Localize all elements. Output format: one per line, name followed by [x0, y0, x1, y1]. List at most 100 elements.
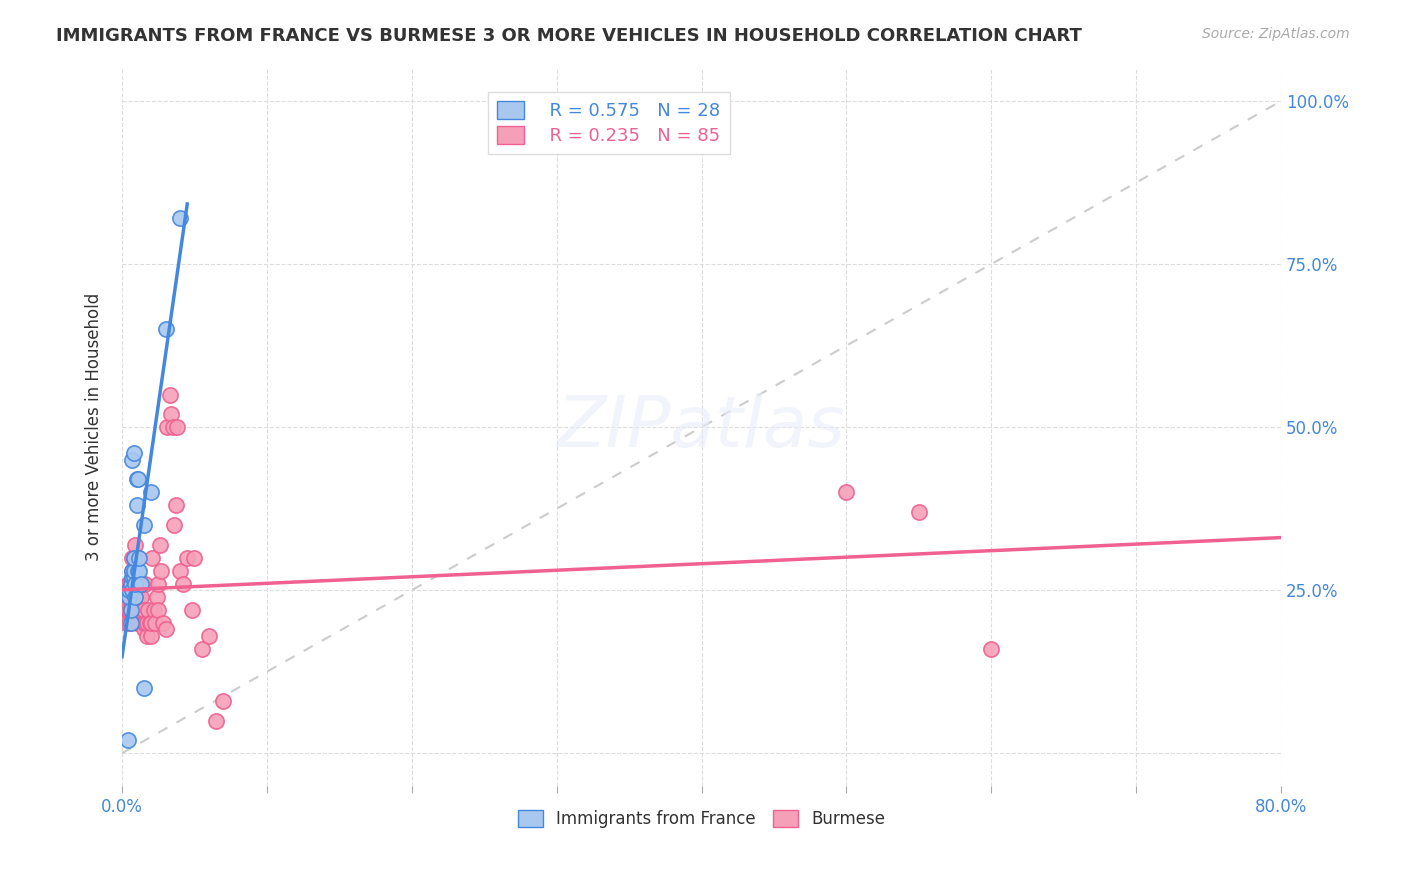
Point	[127, 472, 149, 486]
Point	[146, 590, 169, 604]
Point	[118, 583, 141, 598]
Point	[124, 576, 146, 591]
Point	[128, 564, 150, 578]
Point	[125, 472, 148, 486]
Point	[128, 615, 150, 630]
Point	[117, 576, 139, 591]
Point	[198, 629, 221, 643]
Point	[159, 387, 181, 401]
Y-axis label: 3 or more Vehicles in Household: 3 or more Vehicles in Household	[86, 293, 103, 561]
Point	[128, 550, 150, 565]
Point	[125, 499, 148, 513]
Point	[121, 452, 143, 467]
Text: Source: ZipAtlas.com: Source: ZipAtlas.com	[1202, 27, 1350, 41]
Point	[122, 446, 145, 460]
Point	[115, 615, 138, 630]
Point	[169, 564, 191, 578]
Point	[124, 537, 146, 551]
Point	[835, 485, 858, 500]
Point	[124, 603, 146, 617]
Point	[152, 615, 174, 630]
Point	[125, 583, 148, 598]
Point	[163, 518, 186, 533]
Point	[118, 583, 141, 598]
Point	[145, 615, 167, 630]
Point	[118, 576, 141, 591]
Point	[120, 603, 142, 617]
Point	[205, 714, 228, 728]
Point	[129, 576, 152, 591]
Point	[121, 570, 143, 584]
Point	[138, 615, 160, 630]
Text: ZIPatlas: ZIPatlas	[557, 392, 846, 462]
Point	[121, 564, 143, 578]
Point	[121, 583, 143, 598]
Point	[190, 641, 212, 656]
Point	[125, 603, 148, 617]
Point	[128, 603, 150, 617]
Point	[135, 615, 157, 630]
Point	[118, 603, 141, 617]
Point	[129, 590, 152, 604]
Point	[118, 615, 141, 630]
Point	[129, 615, 152, 630]
Point	[117, 733, 139, 747]
Text: IMMIGRANTS FROM FRANCE VS BURMESE 3 OR MORE VEHICLES IN HOUSEHOLD CORRELATION CH: IMMIGRANTS FROM FRANCE VS BURMESE 3 OR M…	[56, 27, 1083, 45]
Point	[165, 499, 187, 513]
Point	[120, 576, 142, 591]
Point	[121, 576, 143, 591]
Point	[127, 550, 149, 565]
Point	[148, 603, 170, 617]
Point	[114, 603, 136, 617]
Point	[155, 322, 177, 336]
Point	[136, 603, 159, 617]
Point	[148, 576, 170, 591]
Point	[134, 576, 156, 591]
Point	[117, 583, 139, 598]
Point	[122, 564, 145, 578]
Point	[122, 550, 145, 565]
Point	[122, 596, 145, 610]
Point	[139, 629, 162, 643]
Point	[128, 576, 150, 591]
Point	[122, 550, 145, 565]
Point	[124, 609, 146, 624]
Point	[131, 576, 153, 591]
Point	[176, 550, 198, 565]
Point	[980, 641, 1002, 656]
Point	[150, 564, 173, 578]
Point	[142, 603, 165, 617]
Point	[121, 603, 143, 617]
Point	[121, 550, 143, 565]
Point	[149, 537, 172, 551]
Point	[132, 681, 155, 695]
Point	[120, 603, 142, 617]
Point	[121, 564, 143, 578]
Point	[121, 583, 143, 598]
Point	[169, 211, 191, 226]
Point	[162, 420, 184, 434]
Point	[139, 485, 162, 500]
Point	[118, 596, 141, 610]
Point	[121, 590, 143, 604]
Point	[115, 590, 138, 604]
Point	[120, 615, 142, 630]
Point	[132, 518, 155, 533]
Point	[135, 629, 157, 643]
Point	[141, 550, 163, 565]
Point	[117, 603, 139, 617]
Point	[212, 694, 235, 708]
Point	[166, 420, 188, 434]
Point	[127, 603, 149, 617]
Point	[132, 622, 155, 636]
Legend: Immigrants from France, Burmese: Immigrants from France, Burmese	[512, 804, 891, 835]
Point	[160, 407, 183, 421]
Point	[120, 576, 142, 591]
Point	[155, 622, 177, 636]
Point	[122, 603, 145, 617]
Point	[134, 615, 156, 630]
Point	[132, 603, 155, 617]
Point	[907, 505, 929, 519]
Point	[139, 615, 162, 630]
Point	[156, 420, 179, 434]
